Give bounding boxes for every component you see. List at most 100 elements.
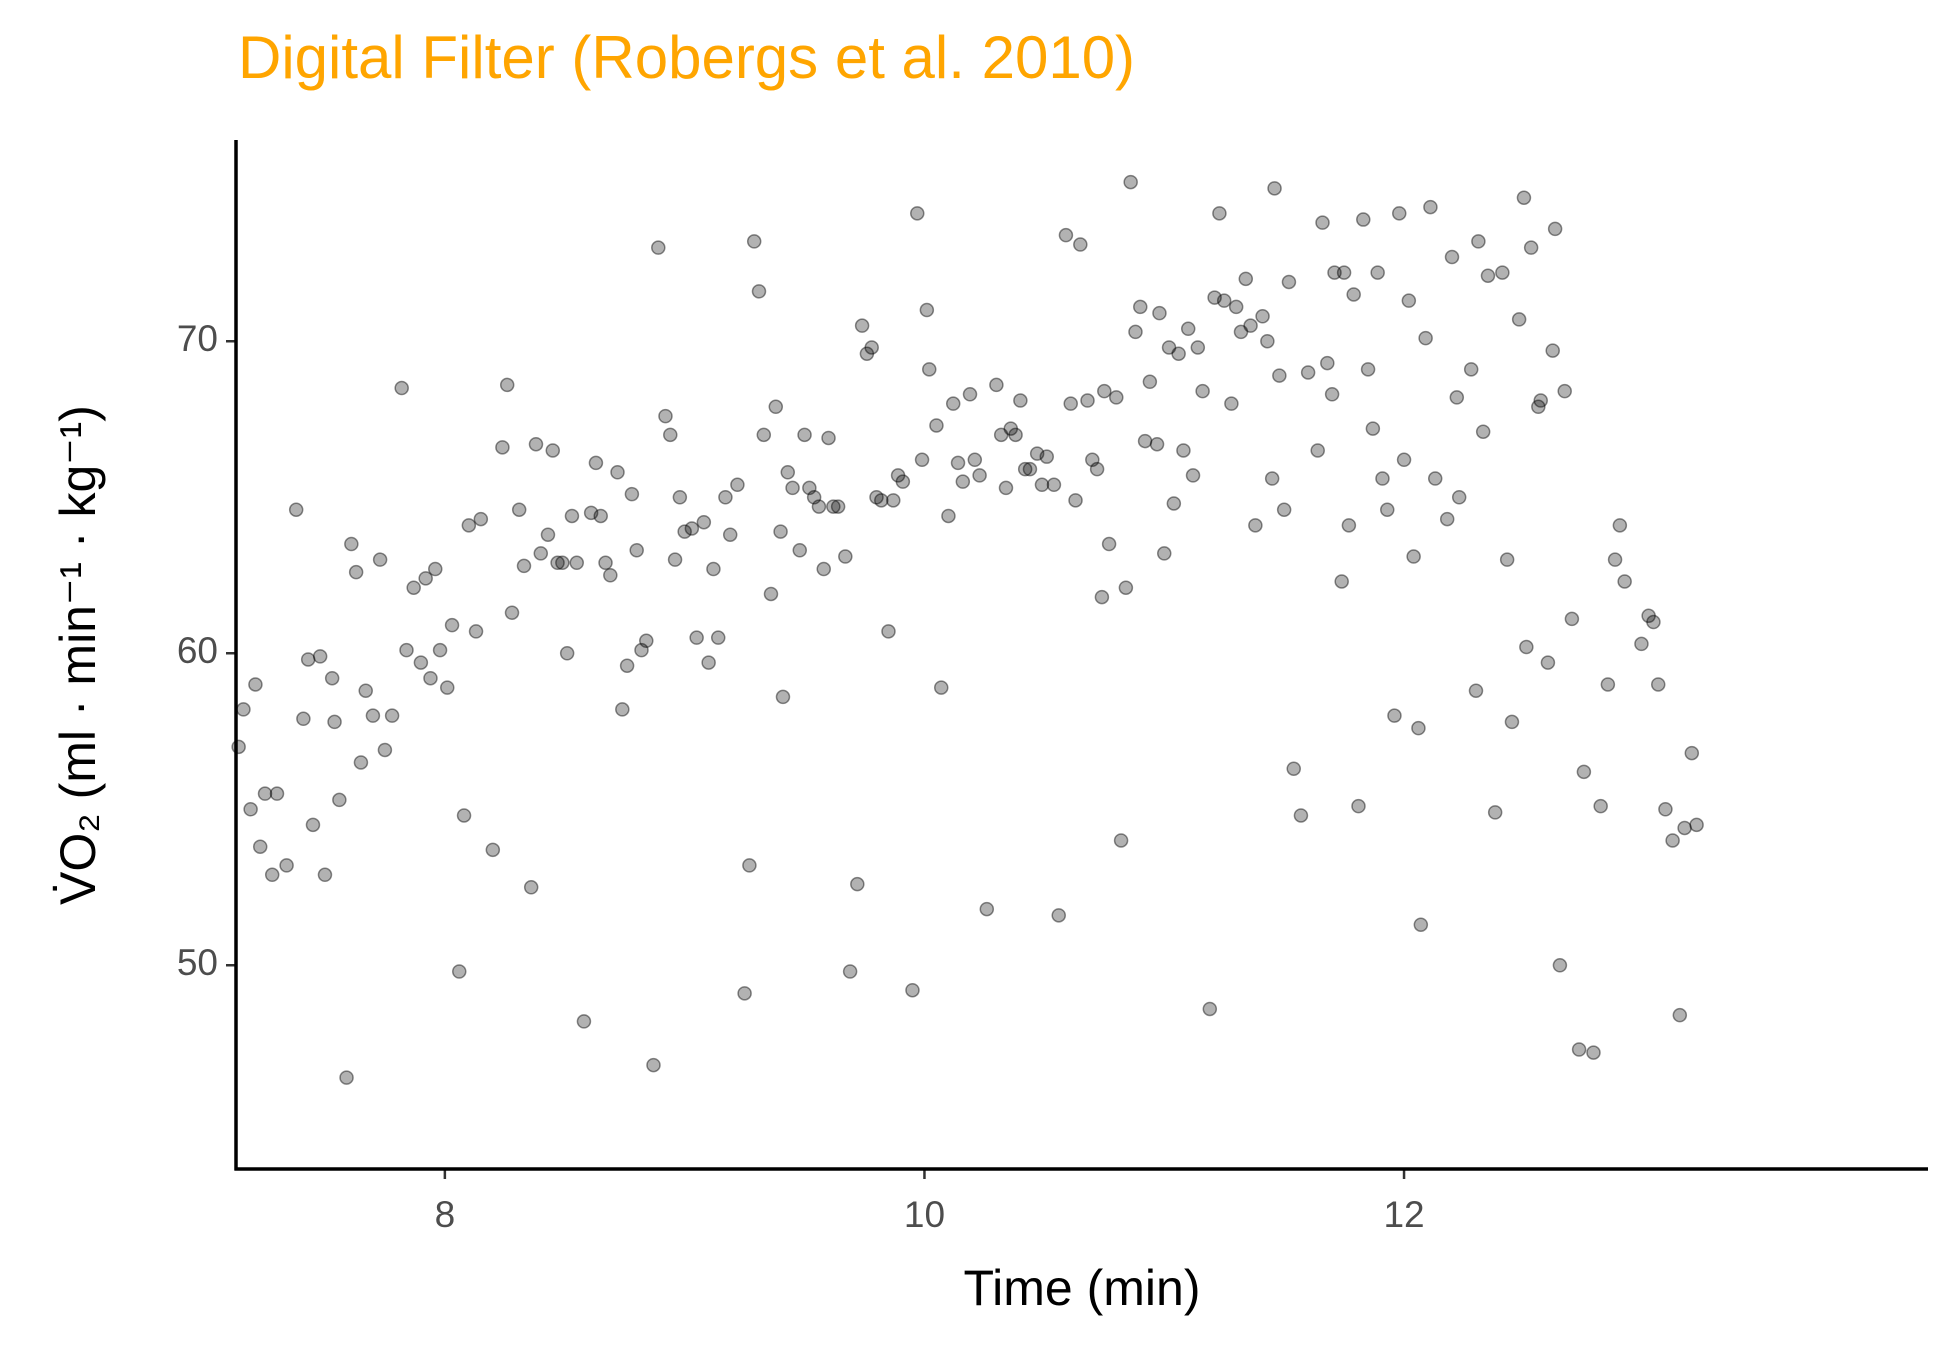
scatter-point (332, 792, 347, 808)
scatter-point (1180, 321, 1196, 337)
scatter-point (1658, 802, 1673, 817)
scatter-point (452, 964, 467, 979)
scatter-point (1418, 330, 1433, 346)
scatter-point (1315, 215, 1330, 230)
scatter-point (231, 739, 246, 755)
scatter-point (598, 555, 613, 571)
scatter-point (1336, 265, 1352, 280)
scatter-point (1552, 958, 1568, 973)
scatter-point (864, 340, 879, 355)
scatter-point (1511, 312, 1527, 327)
scatter-point (1392, 206, 1407, 221)
scatter-point (339, 1070, 354, 1085)
scatter-point (1017, 461, 1033, 477)
x-tick-label: 8 (435, 1194, 456, 1235)
scatter-point (1238, 271, 1254, 287)
scatter-point (811, 499, 827, 514)
y-tick-label: 50 (177, 942, 218, 983)
scatter-point (979, 901, 995, 917)
scatter-point (348, 564, 364, 580)
scatter-point (444, 617, 460, 633)
scatter-point (1341, 518, 1357, 533)
scatter-point (394, 380, 409, 396)
scatter-point (895, 474, 911, 489)
scatter-point (296, 711, 311, 727)
scatter-point (1672, 1007, 1688, 1023)
scatter-point (1427, 471, 1443, 486)
scatter-point (1449, 390, 1465, 405)
scatter-point (1255, 309, 1270, 324)
scatter-point (248, 677, 263, 692)
scatter-point (377, 742, 393, 758)
scatter-point (1281, 274, 1297, 290)
scatter-point (941, 508, 956, 524)
scatter-point (418, 571, 433, 586)
scatter-point (344, 536, 359, 552)
scatter-point (468, 624, 484, 639)
scatter-point (358, 683, 373, 698)
scatter-point (1003, 421, 1019, 436)
scatter-point (1264, 471, 1280, 486)
scatter-point (910, 206, 925, 221)
scatter-point (1224, 396, 1239, 411)
scatter-point (1058, 227, 1074, 243)
scatter-point (710, 630, 726, 645)
scatter-point (1375, 471, 1390, 486)
scatter-point (763, 586, 779, 602)
scatter-point (1085, 452, 1100, 468)
scatter-point (1080, 393, 1095, 408)
scatter-point (962, 387, 978, 402)
scatter-point (1444, 249, 1460, 265)
x-axis-title: Time (min) (963, 1260, 1200, 1316)
scatter-point (1547, 221, 1563, 237)
scatter-point (914, 452, 930, 468)
scatter-point (252, 839, 268, 854)
scatter-point (1310, 443, 1325, 458)
scatter-point (639, 633, 654, 649)
x-tick-label: 12 (1383, 1194, 1424, 1235)
scatter-point (1243, 318, 1258, 333)
scatter-point (842, 964, 858, 979)
scatter-point (1161, 340, 1177, 355)
scatter-point (456, 808, 472, 823)
scatter-point (806, 489, 822, 505)
scatter-point (576, 1014, 592, 1029)
scatter-point (1487, 805, 1503, 820)
scatter-point (1013, 393, 1028, 408)
scatter-point (317, 867, 333, 883)
scatter-point (610, 465, 625, 480)
scatter-point (1475, 424, 1491, 439)
scatter-point (881, 624, 896, 639)
scatter-point (499, 377, 515, 393)
scatter-point (440, 680, 455, 695)
scatter-point (1109, 390, 1124, 405)
scatter-point (1324, 387, 1340, 402)
scatter-point (922, 362, 937, 377)
scatter-point (428, 561, 443, 577)
scatter-point (365, 708, 381, 723)
scatter-point (1617, 574, 1632, 589)
scatter-point (651, 240, 666, 255)
scatter-point (780, 465, 796, 480)
scatter-point (746, 234, 762, 249)
y-tick-label: 70 (177, 318, 218, 359)
scatter-point (1468, 683, 1484, 698)
scatter-point (1046, 477, 1062, 493)
scatter-point (257, 786, 273, 801)
scatter-point (619, 658, 635, 673)
scatter-point (1073, 237, 1088, 252)
scatter-point (663, 427, 678, 443)
scatter-point (1118, 580, 1134, 595)
scatter-point (1531, 399, 1546, 415)
scatter-point (1495, 265, 1510, 280)
scatter-point (1423, 199, 1438, 215)
scatter-point (550, 555, 565, 571)
scatter-point (955, 474, 971, 489)
scatter-point (718, 489, 733, 505)
scatter-point (854, 318, 870, 333)
scatter-point (722, 527, 738, 542)
scatter-point (821, 430, 836, 446)
scatter-point (646, 1057, 661, 1073)
scatter-point (1351, 798, 1366, 814)
